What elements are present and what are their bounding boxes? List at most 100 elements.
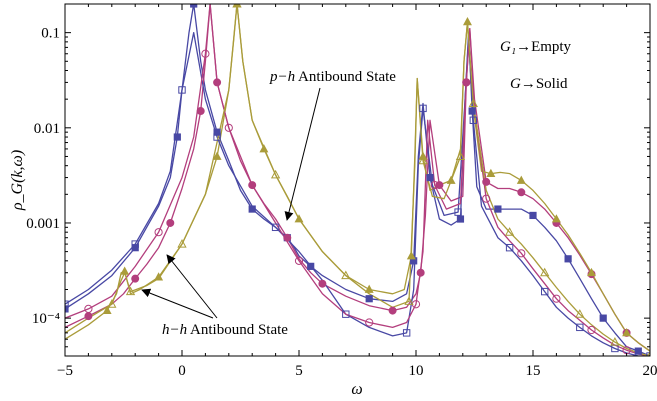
point-square [307, 262, 315, 270]
point-open-square [419, 104, 427, 113]
legend-label-g1: →Empty [516, 39, 571, 55]
point-triangle [102, 305, 112, 314]
point-circle [84, 312, 93, 321]
y-tick-label: 0.001 [26, 216, 60, 232]
point-open-square [469, 116, 478, 124]
point-open-circle [482, 194, 491, 203]
annotation-hh-label: h−h Antibound State [162, 322, 288, 338]
annotation-ph-arrow [284, 87, 321, 221]
point-square [599, 314, 607, 322]
annotation-text-part: Antibound State [295, 69, 396, 85]
point-square [529, 211, 537, 220]
point-open-square [131, 240, 139, 248]
point-open-triangle [418, 155, 428, 165]
annotation-ph: p−h Antibound State [269, 69, 396, 221]
annotation-italic-part: h−h [162, 322, 187, 338]
legend-symbol-g1: G₁ [500, 39, 516, 55]
point-triangle [294, 214, 304, 223]
point-open-triangle [610, 337, 620, 346]
point-circle [318, 279, 327, 288]
point-open-circle [154, 228, 163, 237]
point-triangle [486, 168, 496, 178]
series-line-circle [65, 4, 650, 352]
point-triangle [587, 267, 596, 277]
point-open-square [505, 243, 514, 252]
point-triangle [516, 175, 526, 184]
series-layer [65, 4, 650, 356]
x-tick-label: 15 [526, 363, 541, 379]
plot-frame [64, 3, 651, 357]
legend: G₁→Empty G→Solid [500, 39, 572, 92]
point-circle [196, 107, 205, 116]
point-circle [131, 274, 140, 283]
point-triangle [364, 284, 374, 293]
series-line-open-circle [65, 4, 650, 356]
point-open-square [213, 133, 221, 141]
point-open-triangle [270, 169, 281, 179]
series-line-square [65, 4, 650, 356]
point-open-triangle [341, 270, 351, 280]
point-triangle [551, 214, 561, 223]
point-open-square [65, 300, 69, 308]
point-circle [213, 78, 222, 87]
marker-layer [65, 4, 650, 356]
point-square [564, 255, 572, 263]
point-triangle [212, 151, 222, 160]
point-square [634, 347, 642, 355]
point-open-triangle [125, 286, 136, 296]
point-open-circle [552, 294, 561, 303]
point-open-circle [587, 325, 596, 335]
annotation-hh: h−h Antibound State [141, 254, 288, 338]
point-open-triangle [404, 296, 414, 305]
legend-entry-g1: G₁→Empty [500, 39, 572, 55]
y-tick-label: 0.01 [34, 121, 60, 137]
point-triangle [406, 251, 416, 260]
point-open-triangle [177, 239, 187, 248]
point-square [248, 205, 256, 213]
point-triangle [463, 16, 472, 26]
legend-symbol-g: G [510, 76, 521, 92]
point-open-circle [462, 78, 471, 87]
point-triangle [622, 328, 632, 337]
x-tick-label: 20 [643, 363, 657, 379]
series-line-triangle [65, 4, 650, 352]
point-triangle [259, 144, 269, 153]
point-open-circle [517, 249, 526, 258]
legend-label-g: →Solid [521, 76, 568, 92]
x-axis-title: ω [351, 381, 362, 398]
point-square [190, 4, 198, 8]
point-circle [166, 218, 175, 227]
point-square [426, 173, 434, 182]
series-line-open-square [65, 31, 650, 356]
point-open-circle [224, 123, 233, 132]
point-circle [482, 177, 491, 186]
annotation-italic-part: p−h [269, 69, 295, 85]
point-open-triangle [455, 151, 466, 160]
y-axis-title: ρ_G(k,ω) [9, 150, 26, 211]
point-open-triangle [575, 309, 585, 318]
annotation-ph-label: p−h Antibound State [269, 69, 396, 85]
x-axis-ticks: −5 0 5 10 15 20 [57, 4, 657, 379]
x-tick-label: −5 [57, 363, 73, 379]
point-open-square [454, 208, 462, 216]
point-circle [517, 188, 526, 197]
point-circle [248, 181, 257, 190]
y-tick-label: 0.1 [41, 26, 60, 42]
point-open-triangle [504, 227, 515, 236]
point-open-square [271, 223, 280, 232]
point-open-triangle [540, 267, 550, 277]
annotation-text-part: Antibound State [187, 322, 288, 338]
x-tick-label: 0 [178, 363, 186, 379]
point-square [213, 128, 221, 136]
point-open-circle [430, 181, 439, 190]
point-open-circle [84, 304, 93, 314]
point-square [468, 107, 476, 115]
annotation-hh-arrow-lower [141, 288, 214, 319]
x-tick-label: 10 [409, 363, 424, 379]
point-circle [283, 233, 292, 242]
x-tick-label: 5 [295, 363, 303, 379]
point-triangle [120, 266, 130, 275]
point-open-circle [365, 318, 374, 327]
point-open-triangle [468, 98, 478, 108]
